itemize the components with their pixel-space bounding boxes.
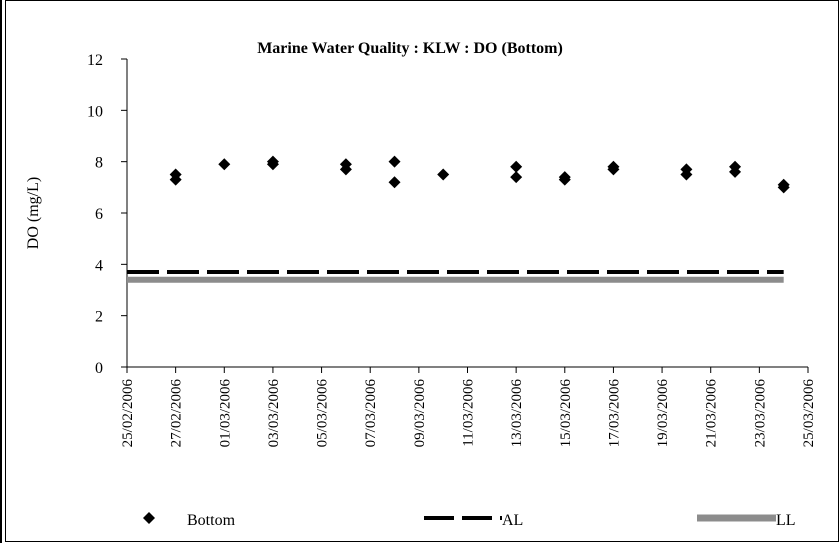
x-tick-label: 21/03/2006 [704,379,720,448]
data-point [266,158,279,171]
data-point [388,155,401,168]
x-tick-label: 19/03/2006 [655,379,671,448]
x-axis-ticks: 25/02/2006 27/02/2006 01/03/2006 03/03/2006… [120,367,817,447]
data-point [339,163,352,176]
x-tick-label: 01/03/2006 [217,379,233,448]
x-tick-label: 27/02/2006 [169,379,185,448]
legend-label-ll: LL [776,512,796,529]
x-tick-label: 15/03/2006 [558,379,574,448]
y-tick-label: 2 [95,309,103,326]
y-tick-label: 12 [87,52,103,69]
legend-label-bottom: Bottom [187,512,236,529]
legend-item-al: AL [424,512,523,529]
legend: Bottom AL LL [143,512,796,529]
x-tick-label: 23/03/2006 [752,379,768,448]
legend-label-al: AL [502,512,523,529]
x-tick-label: 09/03/2006 [412,379,428,448]
data-point [510,160,523,173]
x-tick-label: 25/03/2006 [801,379,817,448]
x-tick-label: 17/03/2006 [606,379,622,448]
y-tick-label: 6 [95,206,103,223]
y-axis-label: DO (mg/L) [25,177,42,249]
data-point [510,171,523,184]
legend-item-ll: LL [697,512,796,529]
data-point [218,158,231,171]
x-tick-label: 05/03/2006 [315,379,331,448]
data-point [607,163,620,176]
legend-diamond-marker [143,512,155,524]
x-tick-label: 25/02/2006 [120,379,136,448]
x-tick-label: 07/03/2006 [363,379,379,448]
data-point [558,173,571,186]
y-tick-label: 8 [95,155,103,172]
data-point [437,168,450,181]
legend-item-bottom: Bottom [143,512,236,529]
y-tick-label: 10 [87,103,103,120]
data-point [777,181,790,194]
y-axis-ticks: 0 2 4 6 8 10 12 [87,52,127,377]
plot-area [126,59,808,368]
x-tick-label: 03/03/2006 [266,379,282,448]
x-tick-label: 13/03/2006 [509,379,525,448]
y-tick-label: 0 [95,360,103,377]
data-point [680,168,693,181]
y-tick-label: 4 [95,257,103,274]
data-point [169,173,182,186]
data-point [388,176,401,189]
x-tick-label: 11/03/2006 [461,379,477,447]
data-point [729,165,742,178]
chart-title: Marine Water Quality : KLW : DO (Bottom) [257,40,563,57]
